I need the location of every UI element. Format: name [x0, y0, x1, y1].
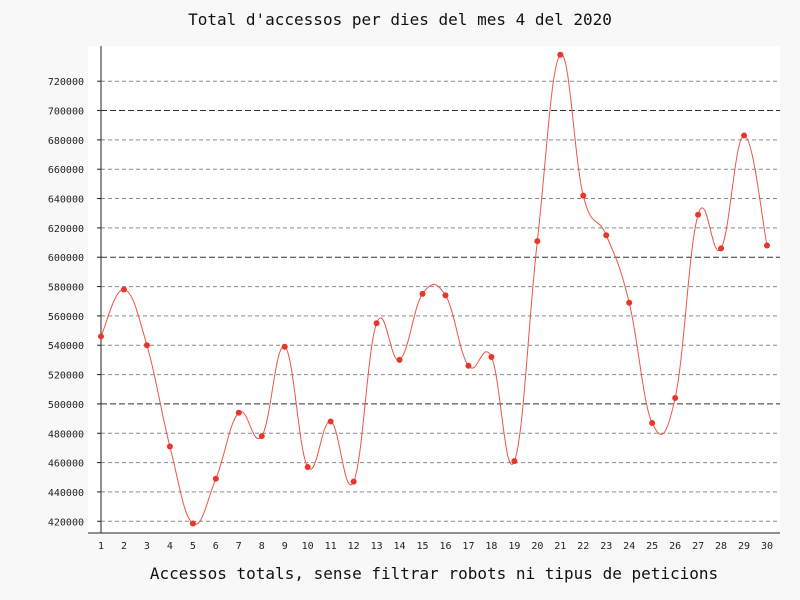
x-tick-label: 26 — [669, 541, 681, 552]
x-tick-label: 18 — [485, 541, 497, 552]
data-point — [442, 292, 449, 299]
y-tick-label: 420000 — [48, 517, 84, 528]
x-axis-label: Accessos totals, sense filtrar robots ni… — [149, 564, 719, 583]
x-tick-label: 16 — [439, 541, 451, 552]
y-tick-label: 640000 — [48, 195, 84, 206]
data-point — [557, 51, 564, 58]
y-tick-label: 440000 — [48, 488, 84, 499]
data-point — [580, 192, 587, 199]
x-tick-label: 9 — [282, 541, 288, 552]
data-point — [488, 353, 495, 360]
x-tick-label: 5 — [190, 541, 196, 552]
x-tick-label: 10 — [302, 541, 314, 552]
x-tick-label: 12 — [348, 541, 360, 552]
y-tick-label: 500000 — [48, 400, 84, 411]
data-point — [350, 478, 357, 485]
x-tick-label: 23 — [600, 541, 612, 552]
x-tick-label: 13 — [371, 541, 383, 552]
y-tick-label: 520000 — [48, 371, 84, 382]
axes: 420000 440000 460000 480000 500000 520000 5400… — [48, 46, 780, 552]
x-tick-label: 4 — [167, 541, 173, 552]
data-point — [603, 232, 610, 239]
x-tick-label: 1 — [98, 541, 104, 552]
data-point — [511, 458, 518, 465]
grid-lines — [101, 80, 780, 522]
data-point — [166, 443, 173, 450]
x-tick-label: 11 — [325, 541, 337, 552]
data-point — [327, 418, 334, 425]
y-tick-label: 720000 — [48, 77, 84, 88]
x-tick-label: 19 — [508, 541, 520, 552]
x-tick-label: 30 — [761, 541, 773, 552]
y-tick-label: 560000 — [48, 312, 84, 323]
data-point — [120, 286, 127, 293]
data-point — [258, 433, 265, 440]
x-tick-label: 20 — [531, 541, 543, 552]
data-point — [534, 238, 541, 245]
x-tick-label: 7 — [236, 541, 242, 552]
x-tick-label: 14 — [394, 541, 406, 552]
x-tick-label: 2 — [121, 541, 127, 552]
data-series — [98, 51, 770, 527]
y-tick-label: 460000 — [48, 459, 84, 470]
x-tick-label: 29 — [738, 541, 750, 552]
x-tick-label: 24 — [623, 541, 635, 552]
data-point — [396, 356, 403, 363]
data-point — [212, 475, 219, 482]
data-point — [143, 342, 150, 349]
data-point — [465, 362, 472, 369]
data-point — [764, 242, 770, 249]
y-tick-label: 580000 — [48, 283, 84, 294]
x-tick-label: 6 — [213, 541, 219, 552]
data-point — [281, 343, 288, 350]
x-tick-label: 8 — [259, 541, 265, 552]
x-tick-label: 17 — [462, 541, 474, 552]
y-tick-label: 600000 — [48, 253, 84, 264]
data-point — [695, 211, 702, 218]
x-tick-label: 3 — [144, 541, 150, 552]
data-point — [189, 520, 196, 527]
data-point — [626, 299, 633, 306]
x-tick-label: 21 — [554, 541, 566, 552]
x-tick-label: 25 — [646, 541, 658, 552]
y-tick-label: 480000 — [48, 429, 84, 440]
data-point — [649, 419, 656, 426]
data-point — [98, 333, 104, 340]
chart-title: Total d'accessos per dies del mes 4 del … — [188, 10, 612, 29]
data-point — [373, 320, 380, 327]
data-point — [741, 132, 748, 139]
y-tick-label: 660000 — [48, 165, 84, 176]
y-tick-label: 620000 — [48, 224, 84, 235]
data-point — [419, 290, 426, 297]
data-point — [304, 463, 311, 470]
x-tick-label: 22 — [577, 541, 589, 552]
data-point — [718, 245, 725, 252]
y-tick-label: 540000 — [48, 341, 84, 352]
x-tick-label: 15 — [416, 541, 428, 552]
series-line — [100, 54, 768, 525]
data-point — [672, 395, 679, 402]
y-tick-label: 700000 — [48, 107, 84, 118]
data-point — [235, 409, 242, 416]
y-tick-label: 680000 — [48, 136, 84, 147]
x-tick-label: 28 — [715, 541, 727, 552]
x-tick-label: 27 — [692, 541, 704, 552]
plot-background — [88, 46, 780, 533]
